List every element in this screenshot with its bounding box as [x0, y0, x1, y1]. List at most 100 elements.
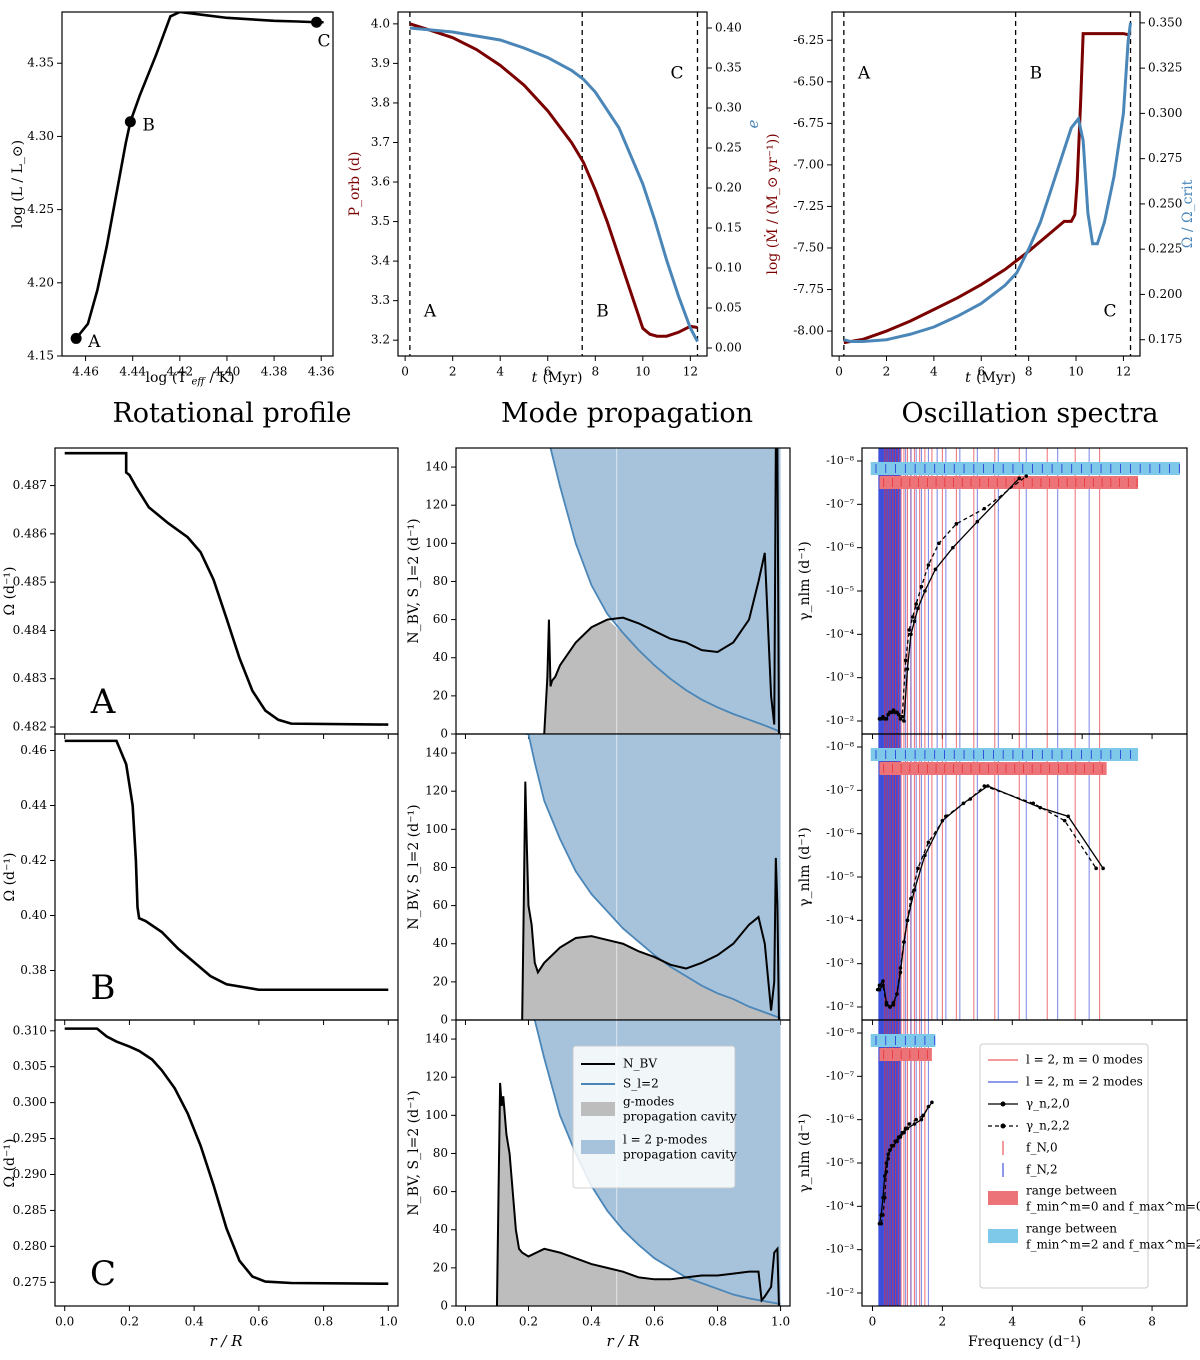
gamma-m2-point [877, 987, 882, 992]
x-tick-label: 1.0 [771, 1315, 790, 1329]
hrd-marker-C [311, 16, 323, 28]
prop-panel-B-plot-area [521, 734, 781, 1020]
prop-panel-C: 0 20 40 60 80 100 120 140 0.0 0.2 0.4 0.6 0.8 1.0 N_BV… [406, 1019, 791, 1329]
prop-ylabel-A: N_BV, S_l=2 (d⁻¹) [406, 518, 422, 643]
y-tick-label: 0.42 [20, 853, 47, 867]
y-tick-label: 0.485 [13, 575, 47, 589]
y-tick-label: -8.00 [793, 324, 824, 338]
x-tick-label: 4 [496, 365, 504, 379]
y-tick-label-right: 0.350 [1148, 15, 1182, 29]
spec-panel-B-plot-area [870, 734, 1139, 1020]
vline-label-B: B [596, 302, 609, 322]
y-tick-label: -10⁻² [826, 1000, 854, 1013]
gamma-m0-point [886, 1152, 891, 1157]
prop-panel-B: 0 20 40 60 80 100 120 140 N_BV, S_l=2 (d⁻¹) [406, 733, 791, 1027]
x-tick-label: 12 [683, 365, 698, 379]
prop-xlabel: r / R [606, 1332, 639, 1350]
gamma-m0-point [877, 983, 882, 988]
gamma-m2-point [889, 1143, 894, 1148]
mdot_omega-panel-plot-area [843, 12, 1133, 356]
legend-dot [1000, 1123, 1006, 1129]
axes-frame [455, 1019, 791, 1307]
omega-ylabel-A: Ω (d⁻¹) [2, 567, 18, 616]
y-tick-label: -10⁻⁸ [826, 740, 855, 753]
y-tick-label: 120 [425, 784, 448, 798]
gamma-m2-point [893, 710, 897, 715]
gamma-m2-point [982, 784, 987, 788]
y-tick-label: 0 [440, 1013, 448, 1027]
y-tick-label: 0.290 [13, 1167, 47, 1181]
brunt-vaisala-curve [521, 781, 781, 1020]
gamma-m2-point [916, 866, 920, 871]
prop-panel-A-plot-area [543, 448, 781, 734]
rotation-xlabel-group: r / R [209, 1332, 242, 1350]
y-tick-label-right: 0.40 [715, 21, 742, 35]
y-tick-label: 0.295 [13, 1131, 47, 1145]
gamma-m2-point [902, 940, 906, 944]
hrd-ylabel: log (L / L_⊙) [10, 140, 26, 228]
gamma-m0-point [1038, 805, 1043, 810]
gamma-m2-point [1062, 818, 1067, 823]
gamma-m2-point [900, 1130, 904, 1135]
y-tick-label: 0.46 [20, 743, 47, 757]
gamma-m2-point [903, 1126, 908, 1131]
gamma-m2-point [882, 717, 887, 721]
y-tick-label: -10⁻⁶ [826, 541, 855, 554]
y-tick-label: 140 [425, 460, 448, 474]
range-bar-m0 [879, 476, 1139, 489]
axes-frame [61, 11, 334, 357]
p-mode-cavity [525, 734, 781, 1019]
y-tick-label-right: 0.275 [1148, 151, 1182, 165]
y-tick-label: -10⁻² [826, 1286, 854, 1299]
lamb-frequency-curve [533, 1020, 781, 1305]
prop-xlabel-group: r / R [606, 1332, 639, 1350]
gamma-m2-point [879, 1221, 884, 1226]
mdot_omega-panel: A B C -8.00 -7.75 -7.50 -7.25 -7.00 -6.75 -6.50 -6… [763, 11, 1196, 386]
spec-legend: l = 2, m = 0 modes l = 2, m = 2 modes γ_n,… [979, 1043, 1200, 1289]
gamma-m2-point [893, 1139, 897, 1144]
omega-profile-B [64, 739, 389, 992]
y-tick-label: -10⁻⁸ [826, 1026, 855, 1039]
gamma-m0-point [902, 719, 906, 723]
y-tick-label: 0 [440, 1299, 448, 1313]
x-tick-label: 0.4 [582, 1315, 601, 1329]
y-tick-label: -10⁻⁵ [826, 870, 854, 883]
gamma-m0-point [916, 606, 920, 611]
hrd-xlabel-tail: / K) [210, 370, 235, 386]
legend-text-2: propagation cavity [623, 1110, 737, 1124]
x-tick-label: 4.42 [166, 365, 193, 379]
y-tick-label: 0.300 [13, 1095, 47, 1109]
mdot-xlabel: t [965, 370, 971, 386]
y-tick-label: 3.3 [371, 293, 390, 307]
gamma-m2-point [886, 1156, 891, 1161]
y-tick-label: 4.30 [27, 129, 54, 143]
y-tick-label: 20 [433, 688, 448, 702]
gamma-m2-curve [881, 475, 1027, 720]
x-tick-label: 6 [544, 365, 552, 379]
y-tick-label: -6.50 [793, 74, 824, 88]
oscillation-spectra-title: Oscillation spectra [901, 398, 1159, 429]
y-tick-label: 60 [433, 1184, 448, 1198]
y-tick-label: 0.44 [20, 798, 47, 812]
gamma-m2-point [889, 710, 894, 715]
y-tick-label: 40 [433, 650, 448, 664]
gamma-m0-point [912, 619, 917, 624]
y-tick-label: 40 [433, 936, 448, 950]
y-tick-label: -10⁻³ [826, 1243, 854, 1256]
y-tick-label: 60 [433, 898, 448, 912]
g-mode-cavity [496, 1082, 781, 1306]
gamma-m2-point [1031, 801, 1036, 806]
series-right [843, 22, 1133, 344]
legend-patch [988, 1229, 1018, 1243]
gamma-m2-point [882, 1195, 887, 1200]
x-tick-label: 0.2 [120, 1315, 139, 1329]
vline-label-B: B [1030, 64, 1043, 84]
gamma-m2-point [909, 896, 913, 901]
y-tick-label-right: 0.10 [715, 261, 742, 275]
axes-frame [397, 11, 708, 357]
series-left [843, 32, 1131, 345]
prop-panel-A: 0 20 40 60 80 100 120 140 N_BV, S_l=2 (d⁻¹) [406, 447, 791, 741]
gamma-m0-point [1066, 814, 1070, 819]
gamma-m2-point [881, 983, 885, 988]
spec-panel-C: -10⁻⁸ -10⁻⁷ -10⁻⁶ -10⁻⁵ -10⁻⁴ -10⁻³ -10⁻² 0 2 4 6 8… [797, 1019, 1200, 1350]
